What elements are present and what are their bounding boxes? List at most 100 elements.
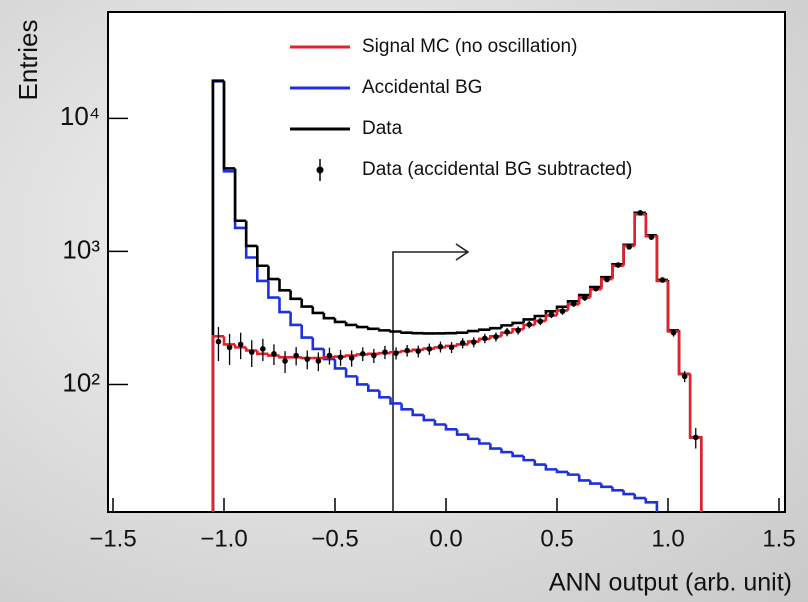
histogram-bin <box>511 452 524 458</box>
histogram-bin <box>267 280 280 299</box>
x-tick-label: −0.5 <box>311 525 358 552</box>
histogram-bin <box>644 498 659 512</box>
data-point <box>537 318 544 325</box>
data-point <box>437 343 444 350</box>
histogram-bin <box>311 306 324 315</box>
histogram-bin <box>489 326 502 330</box>
cut-arrow <box>392 243 470 512</box>
data-point <box>581 295 588 301</box>
data-point <box>570 300 577 307</box>
data-point <box>226 344 233 351</box>
histogram-bin <box>355 376 369 386</box>
histogram-bin <box>267 265 280 281</box>
data-point <box>548 311 555 318</box>
histogram-bin <box>433 420 446 426</box>
histogram-bin <box>577 474 591 482</box>
legend-label: Data (accidental BG subtracted) <box>362 159 632 180</box>
histogram-bin <box>300 298 313 308</box>
histogram-bin <box>633 494 646 500</box>
histogram-bin <box>367 327 380 331</box>
x-tick-label: 0.5 <box>540 525 573 552</box>
histogram-bin <box>422 414 435 422</box>
data-point <box>326 352 333 359</box>
x-axis-label: ANN output (arb. unit) <box>549 569 792 597</box>
histogram-bin <box>367 384 380 392</box>
data-point <box>426 346 433 352</box>
data-point <box>526 321 533 328</box>
y-tick-label: 10⁴ <box>60 101 100 131</box>
histogram-bin <box>544 464 557 471</box>
histogram-bin <box>522 318 535 323</box>
x-tick-label: −1.5 <box>89 525 136 552</box>
histogram-bin <box>222 80 236 170</box>
histogram-bin <box>378 390 391 399</box>
histogram-bin <box>278 279 291 292</box>
histogram-bin <box>333 318 347 324</box>
histogram-bin <box>444 424 458 431</box>
histogram-bin <box>322 312 335 320</box>
data-point <box>493 334 499 340</box>
x-tick-label: −1.0 <box>200 525 247 552</box>
data-point <box>482 335 488 342</box>
x-tick-label: 0.0 <box>429 525 462 552</box>
histogram-bin <box>555 469 569 474</box>
data-point <box>670 329 677 336</box>
histogram-bin <box>244 220 258 248</box>
data-point <box>659 277 666 283</box>
data-point <box>404 347 410 354</box>
data-point <box>248 349 255 355</box>
data-point <box>282 358 288 364</box>
histogram-bin <box>355 324 369 329</box>
histogram-bin <box>489 443 502 450</box>
histogram-bin <box>589 480 602 485</box>
histogram-bin <box>411 409 424 417</box>
data-point <box>237 341 244 348</box>
histogram-bin <box>600 483 613 489</box>
histogram-bin <box>333 359 347 370</box>
histogram-bin <box>478 438 491 445</box>
data-point <box>393 350 399 356</box>
legend-label: Accidental BG <box>362 77 482 98</box>
data-point <box>604 276 610 283</box>
data-point <box>637 210 644 216</box>
histogram-bin <box>500 448 513 454</box>
histogram-bin <box>611 486 624 492</box>
data-point <box>648 234 655 240</box>
histogram-bin <box>466 434 480 441</box>
data-point <box>271 350 277 357</box>
histogram-bin <box>533 460 546 466</box>
histogram-bin <box>344 354 358 357</box>
legend-marker <box>316 166 324 174</box>
histogram-bin <box>233 168 247 223</box>
histogram-bin <box>300 324 313 339</box>
x-tick-label: 1.5 <box>762 525 795 552</box>
data-point <box>470 339 477 345</box>
data-point <box>681 373 688 380</box>
y-tick-label: 10² <box>62 367 100 397</box>
data-point <box>615 262 621 268</box>
histogram-bin <box>256 350 269 356</box>
data-point <box>260 346 266 352</box>
legend-label: Signal MC (no oscillation) <box>362 36 577 57</box>
histogram-bin <box>622 490 635 496</box>
data-point <box>304 356 311 362</box>
histogram-bin <box>400 403 413 411</box>
data-point <box>692 434 699 441</box>
histogram-bin <box>522 455 535 462</box>
data-point <box>448 344 455 351</box>
histogram-bin <box>511 321 524 326</box>
x-tick-label: 1.0 <box>651 525 684 552</box>
data-point <box>459 340 466 346</box>
data-point <box>348 355 355 361</box>
histogram-bin <box>478 328 491 332</box>
histogram-bin <box>466 329 480 333</box>
legend-label: Data <box>362 118 403 139</box>
histogram-bin <box>677 331 691 376</box>
histogram-bin <box>400 331 413 334</box>
histogram-bin <box>389 397 402 405</box>
y-tick-label: 10³ <box>62 234 100 264</box>
data-point <box>415 348 422 354</box>
histogram-bin <box>455 429 469 436</box>
histogram-bin <box>289 290 302 301</box>
